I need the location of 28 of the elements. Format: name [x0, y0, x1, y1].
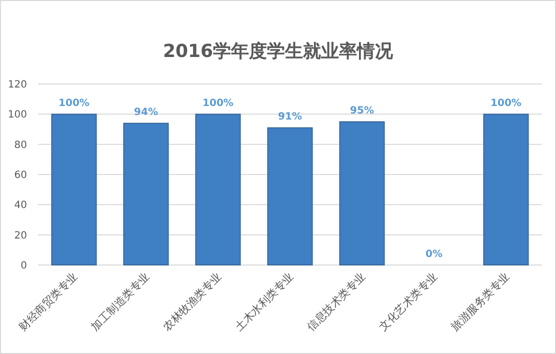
y-tick-label: 80	[14, 140, 27, 151]
x-tick-label: 文化艺术类专业	[376, 270, 440, 334]
y-tick-label: 20	[14, 230, 27, 242]
y-tick-label: 60	[14, 170, 27, 181]
data-label: 100%	[490, 98, 522, 110]
y-tick-label: 0	[20, 260, 27, 272]
x-tick-label: 旅游服务类专业	[448, 270, 512, 334]
bar	[267, 127, 313, 266]
data-label: 94%	[134, 107, 158, 118]
bar	[123, 122, 169, 266]
bar	[195, 114, 241, 266]
x-tick-label: 土木水利类专业	[232, 270, 296, 334]
data-label: 91%	[278, 112, 302, 123]
x-tick-label: 加工制造类专业	[88, 270, 152, 334]
bar	[51, 114, 97, 266]
bar	[339, 121, 385, 266]
y-tick-label: 100	[8, 110, 27, 121]
data-label: 100%	[58, 98, 90, 110]
y-tick-label: 120	[8, 80, 27, 90]
y-tick-label: 40	[14, 200, 27, 212]
chart-title: 2016学年度学生就业率情况	[162, 41, 394, 62]
data-label: 0%	[426, 249, 442, 260]
x-tick-label: 财经商贸类专业	[16, 270, 80, 334]
x-tick-label: 信息技术类专业	[304, 270, 368, 334]
bar	[483, 114, 529, 266]
x-tick-label: 农林牧渔类专业	[160, 270, 224, 334]
data-label: 100%	[202, 98, 234, 110]
data-label: 95%	[350, 106, 374, 117]
